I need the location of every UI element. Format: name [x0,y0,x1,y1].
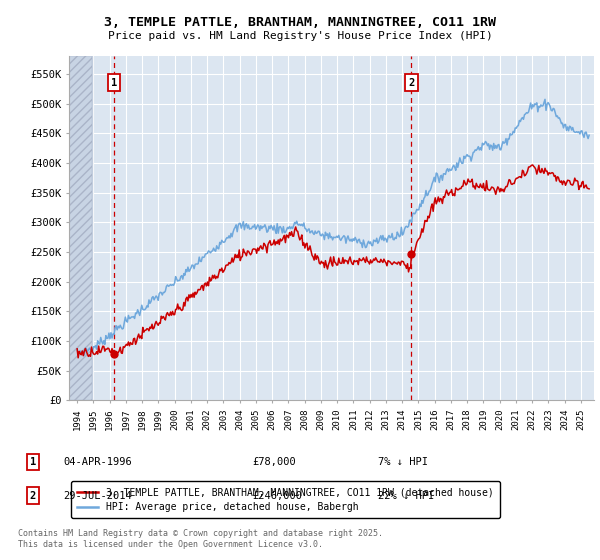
Text: 2: 2 [409,78,415,88]
Text: 22% ↓ HPI: 22% ↓ HPI [378,491,434,501]
Text: 1: 1 [111,78,117,88]
Text: 2: 2 [30,491,36,501]
Text: 1: 1 [30,457,36,467]
Text: 04-APR-1996: 04-APR-1996 [63,457,132,467]
Text: £246,000: £246,000 [252,491,302,501]
Text: £78,000: £78,000 [252,457,296,467]
Legend: 3, TEMPLE PATTLE, BRANTHAM, MANNINGTREE, CO11 1RW (detached house), HPI: Average: 3, TEMPLE PATTLE, BRANTHAM, MANNINGTREE,… [71,481,500,518]
Text: Price paid vs. HM Land Registry's House Price Index (HPI): Price paid vs. HM Land Registry's House … [107,31,493,41]
Text: 29-JUL-2014: 29-JUL-2014 [63,491,132,501]
Text: Contains HM Land Registry data © Crown copyright and database right 2025.
This d: Contains HM Land Registry data © Crown c… [18,529,383,549]
Text: 7% ↓ HPI: 7% ↓ HPI [378,457,428,467]
Text: 3, TEMPLE PATTLE, BRANTHAM, MANNINGTREE, CO11 1RW: 3, TEMPLE PATTLE, BRANTHAM, MANNINGTREE,… [104,16,496,29]
Bar [69,56,92,400]
Bar [69,56,92,400]
